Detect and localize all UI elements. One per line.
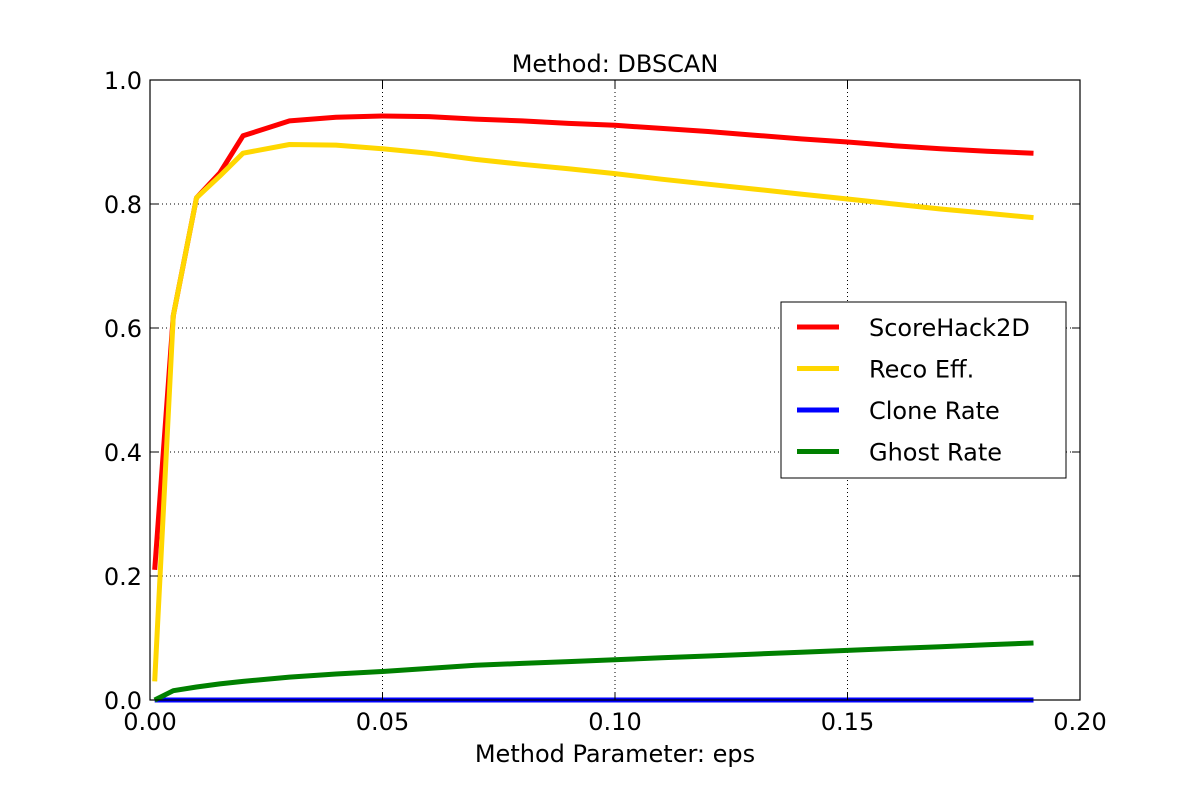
series-line-reco-eff	[152, 142, 1034, 682]
y-tick-label: 0.6	[104, 315, 142, 343]
legend: ScoreHack2D Reco Eff. Clone Rate Ghost Rate	[780, 301, 1067, 479]
grid	[150, 80, 1080, 700]
axis-ticks: 0.00 0.05 0.10 0.15 0.20 0.0 0.2 0.4 0.6 0.8 1.0	[104, 67, 1107, 736]
legend-label: Ghost Rate	[869, 439, 1002, 467]
x-tick-label: 0.15	[821, 708, 874, 736]
legend-label: ScoreHack2D	[869, 314, 1030, 342]
chart-title: Method: DBSCAN	[512, 50, 719, 78]
legend-box	[780, 301, 1067, 479]
x-tick-label: 0.05	[356, 708, 409, 736]
y-tick-label: 0.8	[104, 191, 142, 219]
x-tick-label: 0.10	[588, 708, 641, 736]
legend-label: Reco Eff.	[869, 356, 974, 384]
x-axis-title: Method Parameter: eps	[475, 740, 755, 768]
y-tick-label: 0.0	[104, 687, 142, 715]
legend-label: Clone Rate	[869, 397, 1000, 425]
y-tick-label: 0.2	[104, 563, 142, 591]
x-tick-label: 0.20	[1053, 708, 1106, 736]
series-line-scorehack2d	[152, 113, 1034, 570]
x-tick-label: 0.00	[123, 708, 176, 736]
y-tick-label: 1.0	[104, 67, 142, 95]
y-tick-label: 0.4	[104, 439, 142, 467]
series-line-ghost-rate	[153, 640, 1034, 703]
